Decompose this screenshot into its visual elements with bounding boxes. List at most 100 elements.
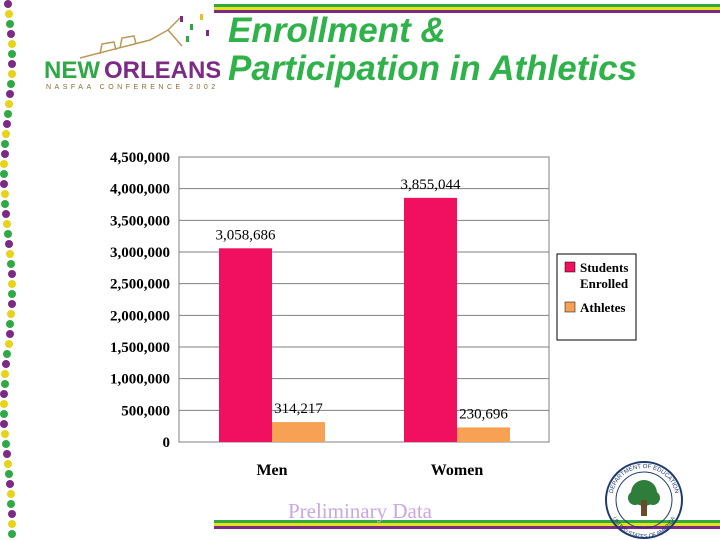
y-tick-label: 2,000,000 [110,308,170,324]
bead [8,40,16,48]
data-label: 314,217 [274,401,323,417]
bead [5,470,13,478]
bead [0,180,8,188]
bead [5,100,13,108]
bead [8,70,16,78]
logo-word-orleans: ORLEANS [104,57,220,84]
bead [1,200,9,208]
bead [0,390,8,398]
bead [7,500,15,508]
new-orleans-logo: NEW ORLEANS NASFAA CONFERENCE 2002 [44,14,220,91]
bead [2,360,10,368]
confetti-icon [180,14,209,42]
y-tick-label: 1,000,000 [110,372,170,388]
bead [8,290,16,298]
enrollment-bar-chart: 0 500,000 1,000,000 1,500,000 2,000,000 2,500… [110,150,637,479]
bead [3,220,11,228]
bead [5,10,13,18]
bead [6,320,14,328]
bead [0,420,8,428]
title-line-2: Participation in Athletics [228,49,638,88]
bead [2,210,10,218]
bead [2,440,10,448]
data-label: 230,696 [459,406,508,422]
y-tick-label: 500,000 [121,403,170,419]
bead [3,120,11,128]
trumpet-icon [79,17,183,59]
bead [6,480,14,488]
bead [0,400,8,408]
bead [2,130,10,138]
bead [7,490,15,498]
bead [1,150,9,158]
x-category-label: Women [431,462,484,479]
y-tick-label: 3,500,000 [110,213,170,229]
legend-label: Students [580,260,628,275]
bottom-stripes [214,520,720,529]
data-label: 3,855,044 [401,177,462,193]
bead [8,300,16,308]
y-tick-label: 0 [163,435,171,451]
bead [1,380,9,388]
stripe-purple [214,526,720,529]
bead [8,60,16,68]
bar-athletes [272,422,325,442]
legend-label: Enrolled [580,276,629,291]
bead [6,250,14,258]
stripe-yellow [214,523,720,526]
slide-title: Enrollment & Participation in Athletics [228,12,708,88]
bead [4,110,12,118]
bead [3,350,11,358]
bead [0,170,8,178]
bead [1,190,9,198]
bead [6,330,14,338]
y-tick-label: 3,000,000 [110,245,170,261]
bead [0,410,8,418]
seal-inner-ring [615,471,673,529]
bead [5,240,13,248]
logo-subtitle: NASFAA CONFERENCE 2002 [46,84,219,91]
top-stripes [214,4,720,13]
bead [7,310,15,318]
bead [8,510,16,518]
bead [8,530,16,538]
bar-athletes [457,427,510,442]
y-tick-label: 2,500,000 [110,277,170,293]
title-line-1: Enrollment & [228,11,446,50]
bead [8,270,16,278]
bead [6,20,14,28]
seal-outer-ring [605,461,683,539]
bead [5,340,13,348]
stripe-yellow [214,7,720,10]
bead [8,280,16,288]
stripe-green [214,4,720,7]
bead [8,520,16,528]
bead [0,160,8,168]
bar-students-enrolled [219,248,272,442]
bead [4,460,12,468]
bead [7,30,15,38]
tree-icon [628,480,660,516]
stripe-green [214,520,720,523]
legend-label: Athletes [580,300,626,315]
bead [4,230,12,238]
logo-word-new: NEW [44,57,100,84]
legend-swatch [564,301,576,313]
preliminary-data-note: Preliminary Data [287,499,433,523]
y-tick-label: 4,000,000 [110,182,170,198]
bead [1,140,9,148]
y-tick-label: 4,500,000 [110,150,170,166]
bead [8,50,16,58]
x-category-label: Men [256,462,287,479]
bar-students-enrolled [404,197,457,442]
bead [6,90,14,98]
legend-swatch [564,261,576,273]
y-tick-label: 1,500,000 [110,340,170,356]
bead [3,450,11,458]
bead [7,80,15,88]
education-seal: DEPARTMENT OF EDUCATION UNITED STATES OF… [605,461,683,540]
bead [7,260,15,268]
stripe-purple [214,10,720,13]
data-label: 3,058,686 [216,227,277,243]
bead [4,0,12,8]
